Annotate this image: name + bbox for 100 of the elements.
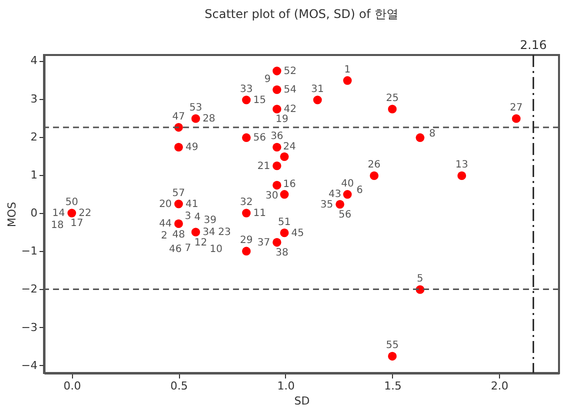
- annotation: 38: [276, 248, 288, 259]
- annotation: 45: [291, 228, 304, 239]
- annotation: 23: [218, 227, 231, 238]
- annotation: 5: [416, 274, 424, 285]
- annotation: 24: [283, 142, 296, 153]
- point: [336, 200, 344, 209]
- point: [272, 104, 282, 114]
- point: [67, 208, 76, 218]
- x-tick-label: 0.5: [170, 380, 188, 392]
- point: [242, 96, 251, 104]
- point: [512, 114, 521, 123]
- point: [242, 133, 251, 142]
- annotation: 53: [189, 102, 202, 114]
- x-tick-label: 0.0: [64, 380, 82, 392]
- y-tick-label: 4: [30, 54, 38, 68]
- annotation: 8: [429, 128, 436, 140]
- annotation: 1: [344, 64, 351, 76]
- annotation: 56: [253, 132, 266, 144]
- annotation: 18: [50, 220, 64, 232]
- annotation: 49: [185, 142, 198, 154]
- point: [242, 208, 251, 218]
- annotation: 9: [264, 74, 271, 85]
- point: [343, 190, 352, 199]
- annotation: 26: [368, 160, 381, 171]
- annotation: 20: [159, 198, 172, 210]
- annotation: 50: [65, 197, 78, 208]
- x-axis-title: SD: [294, 394, 310, 408]
- annotation: 46: [168, 244, 182, 256]
- annotation: 28: [202, 114, 216, 125]
- annotation: 3: [184, 210, 192, 222]
- y-tick-label: 0: [30, 206, 38, 220]
- point: [174, 200, 183, 208]
- point: [457, 171, 466, 180]
- annotation: 36: [270, 131, 284, 142]
- point: [242, 246, 251, 256]
- annotation: 12: [194, 237, 208, 248]
- point: [174, 219, 183, 228]
- y-tick-label: 2: [30, 130, 38, 144]
- annotation: 13: [455, 160, 468, 171]
- annotation: 6: [356, 185, 363, 196]
- annotation: 19: [276, 114, 288, 126]
- annotation: 22: [78, 208, 92, 220]
- point: [388, 104, 397, 114]
- annotation: 25: [386, 93, 399, 104]
- annotation: 57: [172, 188, 185, 199]
- ref-line-label: 2.16: [520, 38, 547, 52]
- annotation: 4: [194, 212, 201, 224]
- annotation: 17: [70, 218, 84, 230]
- annotation: 31: [311, 84, 324, 95]
- annotation: 27: [510, 102, 523, 114]
- point: [280, 152, 289, 162]
- annotation: 40: [341, 178, 354, 190]
- x-tick-label: 1.0: [277, 380, 295, 392]
- point: [388, 352, 397, 361]
- y-tick-label: 1: [30, 168, 38, 182]
- annotation: 35: [320, 199, 334, 210]
- y-axis-title: MOS: [5, 202, 18, 228]
- point: [280, 190, 289, 199]
- point: [343, 76, 352, 85]
- annotation: 44: [159, 218, 172, 230]
- point: [191, 228, 200, 236]
- annotation: 21: [257, 160, 270, 172]
- annotation: 30: [266, 190, 278, 202]
- annotation: 48: [172, 230, 185, 241]
- chart-title: Scatter plot of (MOS, SD) of 한열: [204, 7, 398, 21]
- annotation: 41: [185, 198, 198, 210]
- annotation: 10: [210, 244, 222, 256]
- annotation: 16: [283, 179, 296, 190]
- annotation: 15: [253, 94, 266, 106]
- point: [416, 133, 424, 142]
- annotation: 54: [284, 84, 296, 96]
- annotation: 51: [278, 216, 291, 228]
- annotation: 52: [284, 66, 296, 77]
- annotation: 2: [161, 230, 168, 242]
- annotation: 39: [204, 215, 217, 226]
- point: [272, 142, 282, 152]
- annotation: 37: [257, 237, 270, 248]
- point: [370, 171, 378, 180]
- annotation: 11: [253, 208, 266, 220]
- x-tick-label: 1.5: [384, 380, 402, 392]
- annotation: 56: [338, 209, 352, 220]
- point: [191, 114, 200, 123]
- annotation: 7: [184, 242, 192, 254]
- point: [174, 142, 183, 152]
- annotation: 42: [284, 104, 296, 116]
- annotation: 29: [240, 235, 253, 246]
- annotation: 34: [202, 227, 216, 238]
- y-tick-label: −3: [21, 320, 38, 334]
- point: [272, 85, 282, 94]
- point: [272, 162, 282, 170]
- y-tick-label: −4: [21, 358, 38, 372]
- y-tick-label: −1: [21, 244, 38, 258]
- annotation: 47: [172, 111, 185, 122]
- point: [272, 180, 282, 190]
- annotation: 14: [52, 208, 65, 220]
- annotation: 43: [328, 189, 342, 200]
- point: [272, 238, 282, 247]
- annotation: 55: [386, 340, 399, 352]
- point: [272, 66, 282, 76]
- point: [313, 96, 322, 104]
